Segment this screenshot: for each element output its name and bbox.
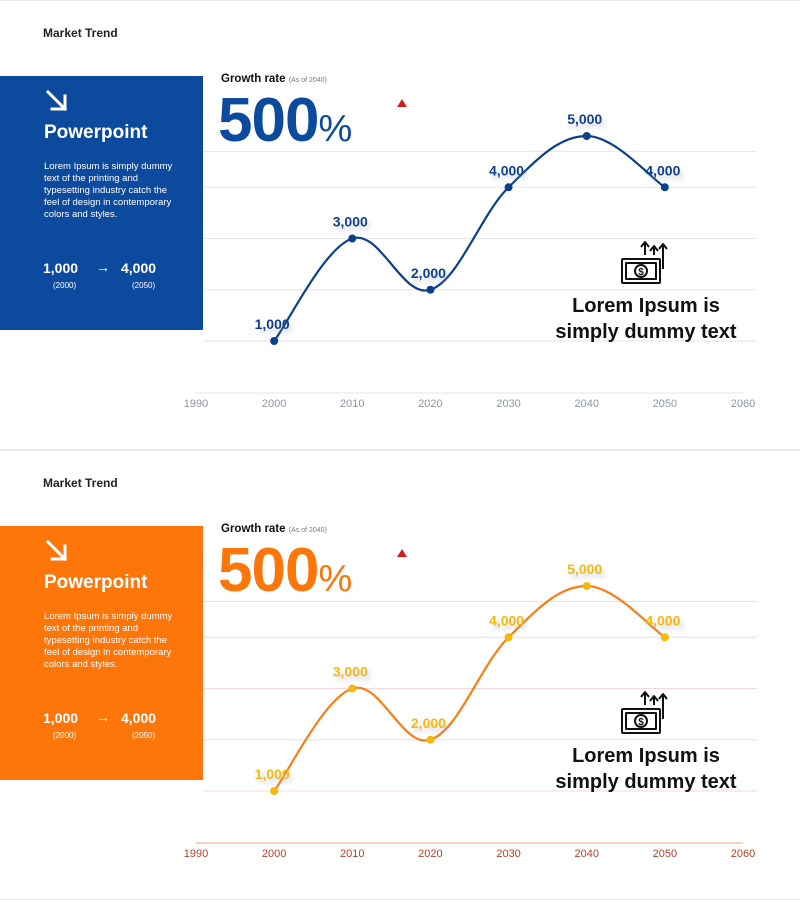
data-label: 4,000 [489,612,524,628]
data-point [660,183,669,192]
range-to-year: (2050) [132,281,156,290]
data-label: 2,000 [411,265,446,281]
callout-text: Lorem Ipsum is simply dummy text [528,293,764,345]
money-growth-icon: $ [621,691,668,734]
svg-text:$: $ [638,267,644,278]
data-label: 2,000 [411,715,446,731]
x-tick-label: 2030 [496,398,520,410]
x-tick-label: 2010 [340,398,364,410]
panel-description: Lorem Ipsum is simply dummy text of the … [44,611,173,670]
line-chart: 1990 2000 2010 2020 2030 2040 2050 2060 1,000 3,0… [184,111,757,410]
range-to-year: (2050) [132,731,156,740]
range-to-value: 4,000 [121,710,157,726]
data-point [426,735,435,744]
growth-value-unit: % [318,108,353,150]
x-tick-label: 2060 [731,398,755,410]
series-line [273,584,666,792]
panel-title: Powerpoint [44,572,148,593]
range-to-value: 4,000 [121,260,157,276]
x-tick-label: 2000 [262,848,286,860]
data-point [582,132,591,140]
growth-value: 500% [218,533,352,617]
data-point [270,337,279,345]
x-tick-label: 2020 [418,848,442,860]
data-label: 4,000 [489,162,524,178]
info-panel: Powerpoint Lorem Ipsum is simply dummy t… [0,76,203,330]
up-triangle-icon [397,99,407,107]
x-tick-label: 2020 [418,398,442,410]
x-tick-label: 1990 [184,398,208,410]
data-point [660,633,669,642]
data-label: 4,000 [645,612,680,628]
range-arrow-icon: → [96,709,110,725]
x-tick-label: 1990 [184,848,208,860]
data-label: 4,000 [645,162,680,178]
money-growth-icon: $ [621,241,668,284]
growth-rate-text: Growth rate [221,73,286,85]
slide-blue: Market Trend Powerpoint Lorem Ipsum is s… [0,1,800,449]
info-panel: Powerpoint Lorem Ipsum is simply dummy t… [0,526,203,780]
data-point [582,582,591,590]
callout-line-1: Lorem Ipsum is [572,295,720,317]
data-label: 1,000 [255,316,290,332]
line-chart: 1990 2000 2010 2020 2030 2040 2050 2060 1,000 3,0… [184,561,757,860]
up-triangle-icon [397,549,407,557]
growth-value: 500% [218,83,352,167]
arrow-down-right-icon [45,539,68,562]
x-tick-label: 2050 [653,848,677,860]
data-point [426,285,435,294]
svg-text:$: $ [638,717,644,728]
growth-value-number: 500 [218,536,319,605]
arrow-down-right-icon [45,89,68,112]
x-tick-label: 2040 [574,398,598,410]
slide-title: Market Trend [43,476,118,490]
growth-rate-label: Growth rate (As of 2040) [221,73,327,85]
panel-description: Lorem Ipsum is simply dummy text of the … [44,161,173,220]
data-label: 1,000 [255,766,290,782]
panel-title: Powerpoint [44,122,148,143]
callout-line-1: Lorem Ipsum is [572,745,720,767]
data-point [504,633,513,642]
data-label: 3,000 [333,214,368,230]
growth-rate-label: Growth rate (As of 2040) [221,523,327,535]
growth-value-number: 500 [218,86,319,155]
slide-title: Market Trend [43,26,118,40]
data-label: 5,000 [567,561,602,577]
range-from-year: (2000) [53,731,77,740]
x-tick-label: 2010 [340,848,364,860]
x-tick-label: 2040 [574,848,598,860]
data-point [348,234,357,243]
data-label: 5,000 [567,111,602,127]
range-arrow-icon: → [96,259,110,275]
x-tick-label: 2060 [731,848,755,860]
slide-orange: Market Trend Powerpoint Lorem Ipsum is s… [0,451,800,899]
x-tick-label: 2030 [496,848,520,860]
data-point [348,684,357,693]
x-tick-label: 2050 [653,398,677,410]
range-from-value: 1,000 [43,260,79,276]
growth-rate-note: (As of 2040) [288,77,327,84]
growth-rate-text: Growth rate [221,523,286,535]
series-line [273,134,666,342]
callout-line-2: simply dummy text [555,321,737,343]
range-from-year: (2000) [53,281,77,290]
data-label: 3,000 [333,664,368,680]
callout-line-2: simply dummy text [555,771,737,793]
range-from-value: 1,000 [43,710,79,726]
growth-value-unit: % [318,558,353,600]
growth-rate-note: (As of 2040) [288,527,327,534]
data-point [270,787,279,795]
data-point [504,183,513,192]
callout-text: Lorem Ipsum is simply dummy text [528,743,764,795]
x-tick-label: 2000 [262,398,286,410]
